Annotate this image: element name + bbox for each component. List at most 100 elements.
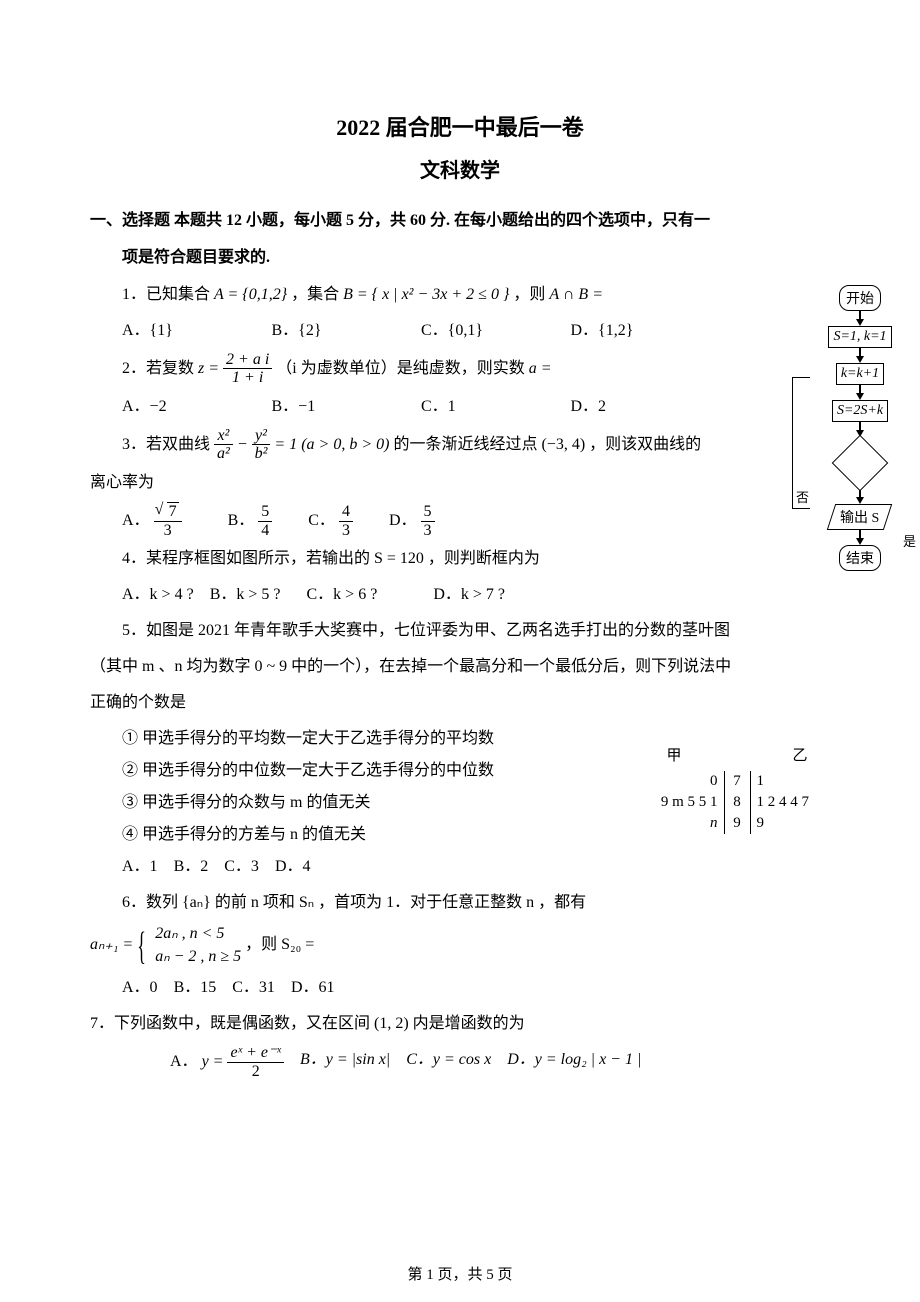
sl-head-right: 乙 [750,742,850,771]
fc-inc: k=k+1 [836,363,884,385]
q3-optD-num: 5 [421,503,435,522]
q3-optD-den: 3 [421,522,435,540]
q4-optC: C．k > 6 ? [307,579,378,611]
q5-optD: D．4 [275,851,311,883]
q6-optB: B．15 [174,972,217,1004]
q2-num: 2 + a i [223,351,272,370]
q3-frac2: y² b² [252,427,271,463]
q3-optD: D． 53 [389,503,435,539]
q3-mid: 的一条渐近线经过点 [393,436,541,453]
q3-frac1-num: x² [214,427,233,446]
q4-optD: D．k > 7 ? [433,579,505,611]
q1-optC: C．{0,1} [421,315,571,347]
fc-loop-line [792,377,810,509]
q6-piecewise: aₙ₊₁ = 2aₙ , n < 5 aₙ − 2 , n ≥ 5 ，则 S₂₀… [90,923,830,968]
q7-optD: D．y = log₂ | x − 1 | [507,1044,641,1080]
q2-options: A．−2 B．−1 C．1 D．2 [90,391,720,423]
q3-frac2-num: y² [252,427,271,446]
q2-fraction: 2 + a i 1 + i [223,351,272,387]
sl-left-2: n [624,813,724,834]
q4-stem: 4．某程序框图如图所示，若输出的 S = 120 ，则判断框内为 [90,543,720,575]
q1-text-pre: 1．已知集合 [122,286,214,303]
q2-optC: C．1 [421,391,571,423]
q1-text-mid2: ，则 [513,286,549,303]
flowchart-diagram: 开始 S=1, k=1 k=k+1 S=2S+k 否 是 输出 S 结束 [810,285,910,571]
q3-stem-line2: 离心率为 [90,467,830,499]
q4-optB: B．k > 5 ? [210,579,281,611]
q1-tail: A ∩ B = [549,286,603,303]
fc-decision [832,435,889,492]
q7-optA-num: eˣ + e⁻ˣ [227,1044,283,1063]
q1-optD: D．{1,2} [571,315,721,347]
exam-subtitle: 文科数学 [90,154,830,183]
q7-optA-label: A． [170,1053,198,1070]
q3-cond: = 1 (a > 0, b > 0) [274,436,389,453]
q2-stem: 2．若复数 z = 2 + a i 1 + i （i 为虚数单位）是纯虚数，则实… [90,351,720,387]
section-heading-line2: 项是符合题目要求的. [90,244,830,273]
sl-stem-2: 9 [724,813,750,834]
sl-left-1: 9 m 5 5 1 [624,792,724,813]
q6-stem: 6．数列 {aₙ} 的前 n 项和 Sₙ ，首项为 1．对于任意正整数 n ，都… [90,887,830,919]
q7-optA-den: 2 [227,1063,283,1081]
q3-frac2-den: b² [252,445,271,463]
q3-point: (−3, 4) [541,436,585,453]
q3-optC: C． 43 [308,503,353,539]
q6-options: A．0 B．15 C．31 D．61 [90,972,830,1004]
q1-stem: 1．已知集合 A = {0,1,2} ，集合 B = { x | x² − 3x… [90,279,720,311]
q3-optB-num: 5 [258,503,272,522]
fc-yes-label: 是 [903,531,916,550]
q3-text-pre: 3．若双曲线 [122,436,214,453]
sl-right-1: 1 2 4 4 7 [750,792,850,813]
q3-stem-line1: 3．若双曲线 x² a² − y² b² = 1 (a > 0, b > 0) … [90,427,720,463]
q7-optA: A． y = eˣ + e⁻ˣ2 [170,1044,284,1080]
q5-optB: B．2 [174,851,209,883]
q2-z: z = [198,359,219,376]
q7-optB: B．y = |sin x| [300,1044,390,1080]
q6-cases: 2aₙ , n < 5 aₙ − 2 , n ≥ 5 [137,923,241,968]
q6-case2: aₙ − 2 , n ≥ 5 [151,946,241,968]
q6-optD: D．61 [291,972,335,1004]
q6-tail: ，则 S₂₀ = [245,936,314,953]
q5-line2: （其中 m 、n 均为数字 0 ~ 9 中的一个），在去掉一个最高分和一个最低分… [90,651,830,683]
fc-output: 输出 S [827,504,893,530]
q6-optC: C．31 [232,972,275,1004]
q5-line1: 5．如图是 2021 年青年歌手大奖赛中，七位评委为甲、乙两名选手打出的分数的茎… [90,615,830,647]
sl-row: 9 m 5 5 1 8 1 2 4 4 7 [624,792,850,813]
fc-upd: S=2S+k [832,400,888,422]
sl-stem-0: 7 [724,771,750,792]
q6-lhs: aₙ₊₁ = [90,936,133,953]
q1-setA: A = {0,1,2} [214,286,287,303]
sl-left-0: 0 [624,771,724,792]
sl-row: n 9 9 [624,813,850,834]
q3-optB: B． 54 [228,503,273,539]
q3-optB-label: B． [228,512,255,529]
q2-optD: D．2 [571,391,721,423]
page-footer: 第 1 页，共 5 页 [0,1263,920,1284]
q7-options: A． y = eˣ + e⁻ˣ2 B．y = |sin x| C．y = cos… [90,1044,830,1080]
sl-head-left: 甲 [624,742,724,771]
stem-leaf-plot: 甲 乙 0 7 1 9 m 5 5 1 8 1 2 4 4 7 n 9 9 [624,742,850,834]
q3-optC-label: C． [308,512,335,529]
q1-optA: A．{1} [122,315,272,347]
q1-options: A．{1} B．{2} C．{0,1} D．{1,2} [90,315,720,347]
q2-text-pre: 2．若复数 [122,359,198,376]
q3-optA-den: 3 [154,522,182,540]
section-heading-line1: 一、选择题 本题共 12 小题，每小题 5 分，共 60 分. 在每小题给出的四… [90,207,830,236]
q4-options: A．k > 4 ? B．k > 5 ? C．k > 6 ? D．k > 7 ? [90,579,720,611]
q3-minus: − [237,436,252,453]
fc-start: 开始 [839,285,881,311]
sl-right-0: 1 [750,771,850,792]
q1-text-mid1: ，集合 [291,286,343,303]
q3-optB-den: 4 [258,522,272,540]
q4-optA: A．k > 4 ? [122,579,194,611]
q2-optB: B．−1 [272,391,422,423]
q3-options: A． 73 B． 54 C． 43 D． 53 [90,503,720,539]
q5-line3: 正确的个数是 [90,687,830,719]
q2-tail: a = [529,359,552,376]
q1-setB: B = { x | x² − 3x + 2 ≤ 0 } [343,286,509,303]
q3-frac1: x² a² [214,427,233,463]
q3-optA-label: A． [122,512,150,529]
fc-init: S=1, k=1 [828,326,891,348]
q1-optB: B．{2} [272,315,422,347]
exam-title: 2022 届合肥一中最后一卷 [90,110,830,142]
